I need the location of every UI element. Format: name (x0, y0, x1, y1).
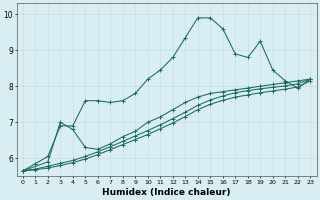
X-axis label: Humidex (Indice chaleur): Humidex (Indice chaleur) (102, 188, 231, 197)
